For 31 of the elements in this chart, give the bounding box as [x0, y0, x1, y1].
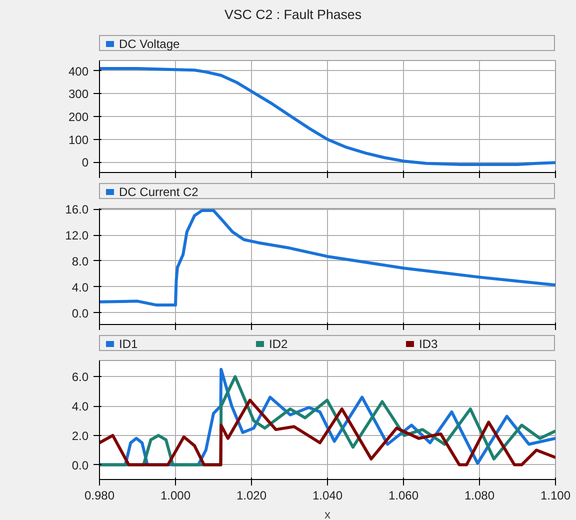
line-series — [100, 208, 556, 307]
legend-label: DC Voltage — [118, 36, 181, 52]
legend-label: ID3 — [418, 336, 439, 352]
legend-label: DC Current C2 — [118, 184, 200, 200]
x-tick-label: 1.100 — [540, 488, 571, 502]
y-tick-label: 400 — [68, 64, 89, 78]
y-tick-label: 0 — [82, 156, 89, 170]
y-tick-label: 0.0 — [72, 306, 89, 320]
y-tick-label: 4.0 — [72, 400, 89, 414]
x-tick-label: 0.980 — [84, 488, 115, 502]
y-tick-label: 4.0 — [72, 280, 89, 294]
line-series — [100, 67, 556, 166]
y-tick-label: 100 — [68, 132, 89, 147]
y-tick-label: 300 — [68, 87, 89, 102]
x-tick-label: 1.020 — [236, 488, 267, 502]
x-axis-title: x — [324, 508, 330, 520]
y-tick-label: 12.0 — [65, 228, 89, 243]
line-series — [100, 398, 556, 466]
y-tick-label: 0.0 — [72, 458, 89, 472]
chart-title: VSC C2 : Fault Phases — [224, 6, 362, 24]
x-tick-label: 1.040 — [312, 488, 343, 502]
x-tick-label: 1.060 — [388, 488, 419, 502]
y-tick-label: 8.0 — [72, 254, 89, 268]
x-tick-label: 1.080 — [464, 488, 495, 502]
y-tick-label: 16.0 — [65, 202, 89, 217]
legend-label: ID2 — [268, 336, 289, 352]
y-tick-label: 6.0 — [72, 370, 89, 384]
legend-label: ID1 — [118, 336, 139, 352]
x-tick-label: 1.000 — [160, 488, 191, 502]
y-tick-label: 200 — [68, 110, 89, 124]
y-tick-label: 2.0 — [72, 428, 89, 443]
